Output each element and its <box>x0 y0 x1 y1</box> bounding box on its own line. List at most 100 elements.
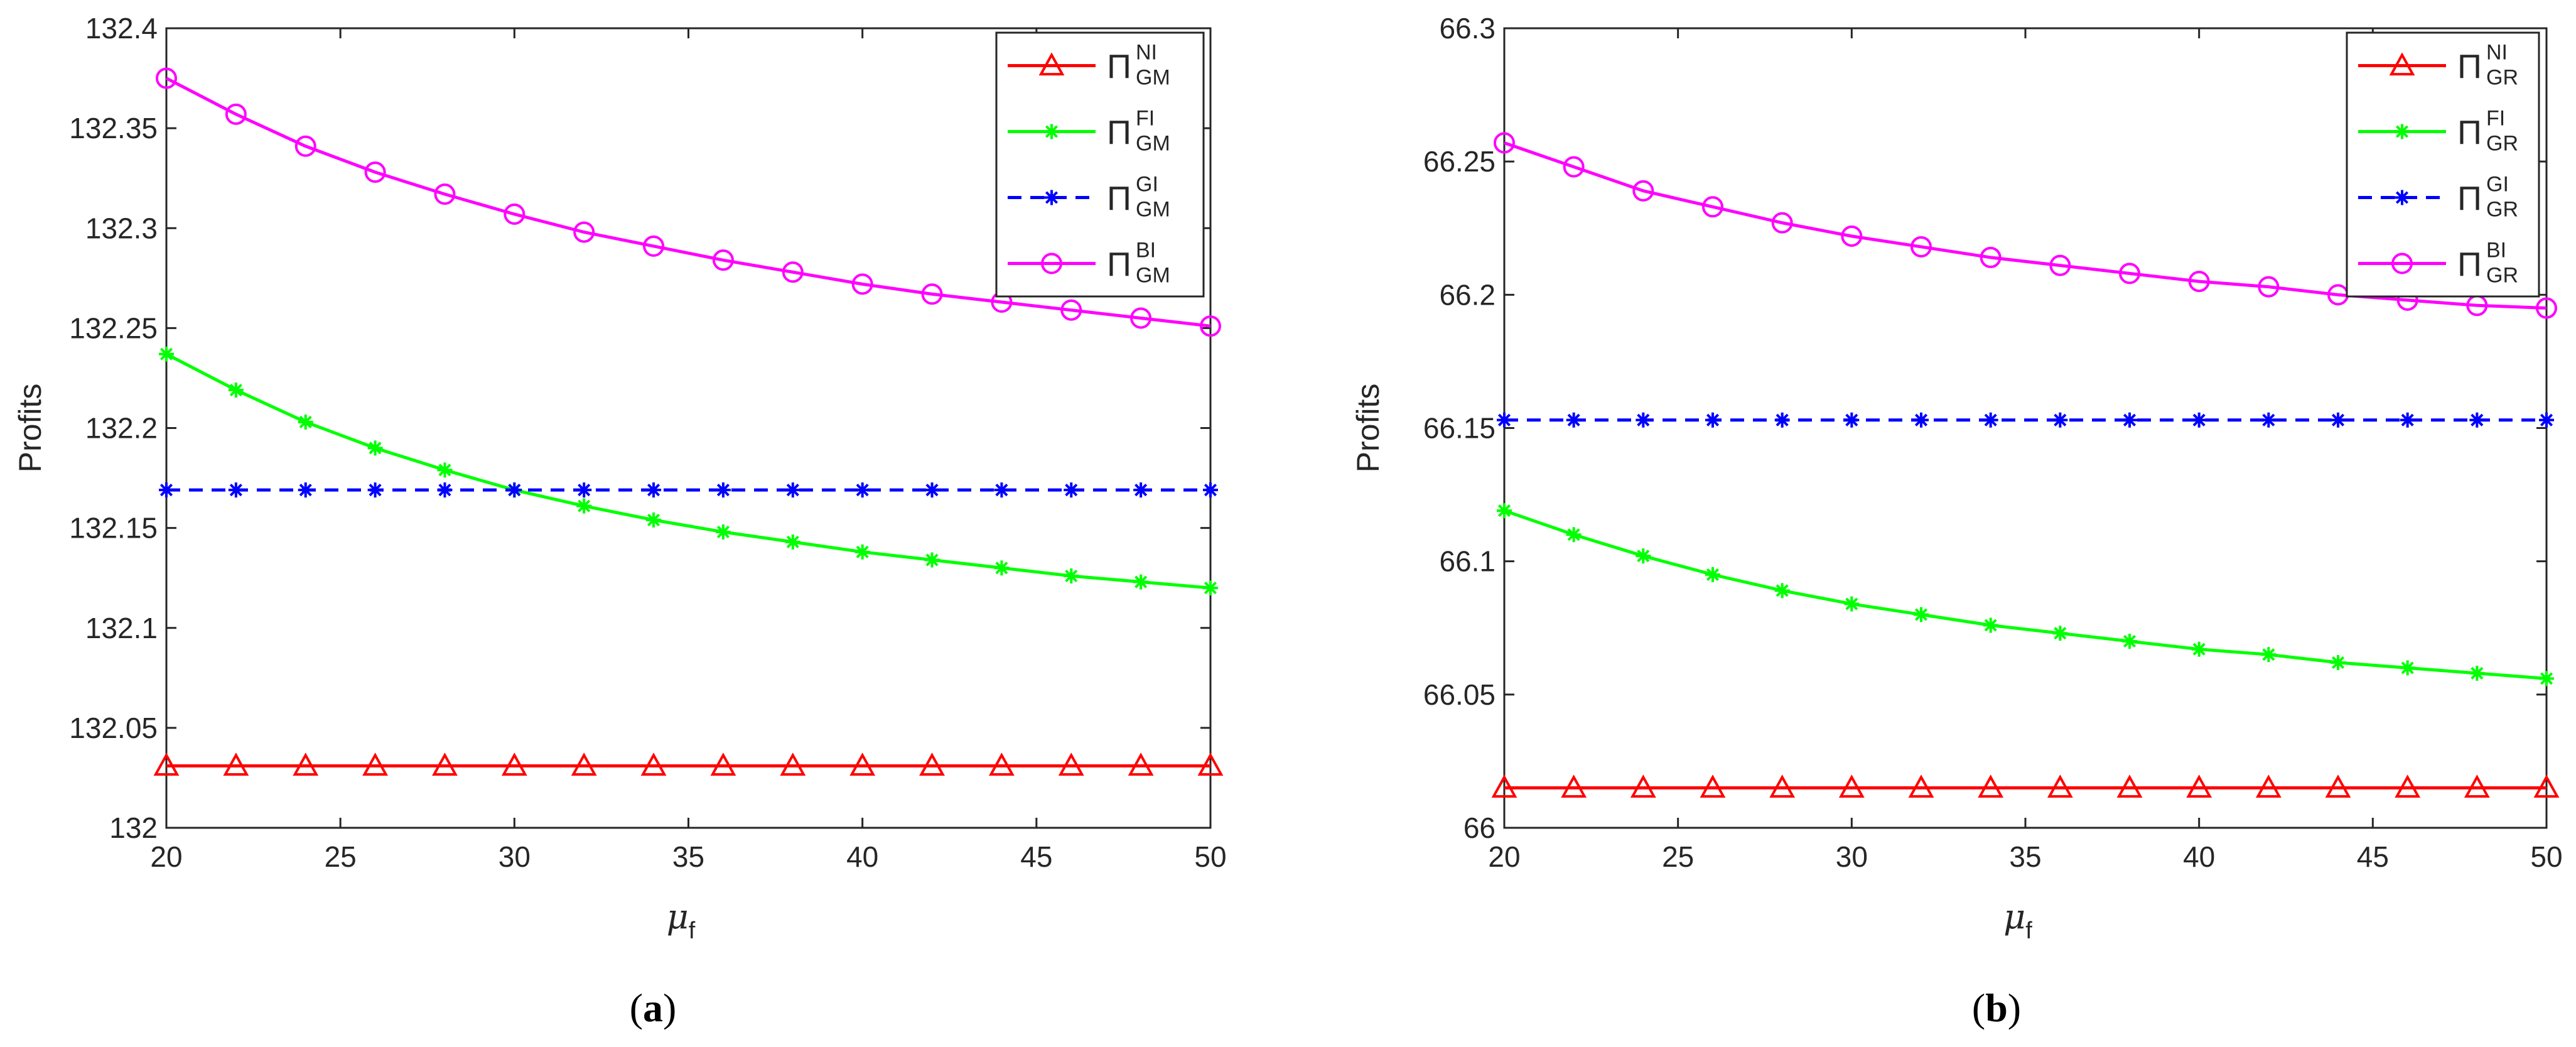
chart-panel-a: 20 25 30 35 40 45 50 132 132.05 132.1 132.15 132.2 1… <box>13 12 1227 944</box>
x-tick-label: 40 <box>846 840 878 873</box>
y-tick-label: 132.1 <box>85 612 158 644</box>
data-point <box>293 752 319 776</box>
data-point-stroke <box>2471 666 2484 680</box>
data-point <box>2122 412 2137 428</box>
data-point <box>1841 225 1863 247</box>
data-point <box>434 183 456 205</box>
data-point <box>1203 580 1218 596</box>
data-point <box>1700 774 1726 798</box>
data-point <box>2395 774 2421 798</box>
data-point <box>1983 412 1998 428</box>
y-tick-label: 132.25 <box>69 312 158 344</box>
data-point <box>1563 156 1585 178</box>
data-point <box>854 482 870 498</box>
x-tick-label: 45 <box>2357 840 2389 873</box>
data-point-stroke <box>1845 413 1858 426</box>
legend-label: Π <box>1107 48 1131 86</box>
data-point-stroke <box>2540 413 2553 426</box>
data-point-stroke <box>2192 643 2206 656</box>
data-point <box>2539 412 2554 428</box>
data-point-stroke <box>856 545 869 558</box>
data-point <box>1566 412 1582 428</box>
series-gi <box>1497 412 2554 428</box>
data-point <box>2464 774 2490 798</box>
legend-label-sup: GI <box>2486 173 2509 197</box>
data-point-stroke <box>2401 661 2414 675</box>
data-point <box>2395 190 2410 205</box>
data-point <box>1844 596 1860 612</box>
series-ni <box>1491 774 2560 798</box>
data-point-stroke <box>1706 568 1720 581</box>
data-point <box>2261 412 2277 428</box>
data-point <box>362 752 388 776</box>
y-tick-label: 66 <box>1463 811 1495 844</box>
x-tick-label: 20 <box>150 840 182 873</box>
data-point <box>298 414 313 430</box>
data-point <box>2191 641 2207 657</box>
data-point <box>1844 412 1860 428</box>
data-point-stroke <box>925 484 939 497</box>
data-point-stroke <box>369 442 382 455</box>
y-tick-label: 132.3 <box>85 212 158 244</box>
data-point <box>1771 212 1793 234</box>
data-point <box>507 482 522 498</box>
data-point <box>712 249 734 271</box>
data-point <box>1914 412 1929 428</box>
x-tick-label: 35 <box>672 840 704 873</box>
y-tick-label: 132 <box>109 811 158 844</box>
y-tick-label: 132.05 <box>69 712 158 744</box>
data-point-stroke <box>2192 413 2206 426</box>
data-point <box>156 67 177 89</box>
y-axis-label: Profits <box>13 384 48 473</box>
data-point <box>1200 315 1221 337</box>
data-point <box>921 283 943 305</box>
data-point <box>2469 665 2485 681</box>
data-point <box>2186 774 2212 798</box>
data-point-stroke <box>159 484 173 497</box>
legend-box <box>2346 31 2540 298</box>
x-tick-label: 25 <box>325 840 357 873</box>
data-point <box>2188 271 2210 293</box>
legend-label: Π <box>2457 246 2482 284</box>
data-point-stroke <box>578 499 591 513</box>
y-tick-label: 132.4 <box>85 12 158 45</box>
legend-label-sub: GR <box>2486 264 2518 288</box>
series-line <box>1504 509 2547 680</box>
data-point <box>2261 647 2277 663</box>
series-fi <box>1497 503 2554 686</box>
data-point <box>2469 412 2485 428</box>
data-point-stroke <box>299 415 312 429</box>
data-point-stroke <box>2262 648 2275 661</box>
y-tick-label: 66.2 <box>1439 278 1495 311</box>
series-bi <box>156 67 1221 337</box>
caption-b: (b) <box>1972 985 2021 1030</box>
data-point-stroke <box>2540 672 2553 685</box>
data-point <box>2395 124 2410 139</box>
y-axis-label: Profits <box>1350 384 1386 473</box>
legend-label-sup: GI <box>1136 173 1158 197</box>
data-point-stroke <box>1914 413 1928 426</box>
data-point <box>1133 574 1149 590</box>
data-point-stroke <box>1706 413 1720 426</box>
y-tick-label: 132.2 <box>85 412 158 445</box>
data-point-stroke <box>1045 191 1059 204</box>
data-point-stroke <box>2123 634 2137 648</box>
data-point <box>994 560 1010 576</box>
data-point <box>2325 774 2351 798</box>
data-point <box>1980 246 2002 268</box>
legend-label: Π <box>2457 114 2482 152</box>
x-tick-label: 30 <box>1836 840 1868 873</box>
data-point <box>2533 774 2560 798</box>
data-point <box>2258 276 2280 298</box>
data-point <box>2400 660 2415 676</box>
legend-label: Π <box>1107 246 1131 284</box>
data-point <box>364 161 386 183</box>
legend-label-sup: NI <box>1136 41 1157 65</box>
data-point-stroke <box>1065 484 1078 497</box>
data-point <box>2331 412 2346 428</box>
data-point <box>504 203 525 225</box>
data-point-stroke <box>1134 575 1148 589</box>
